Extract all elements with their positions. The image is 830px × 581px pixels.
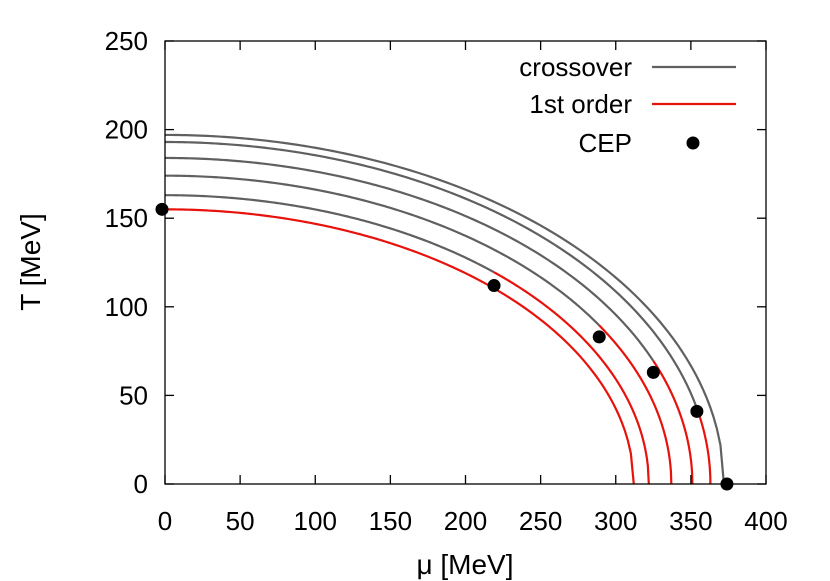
crossover-curve	[164, 140, 698, 409]
legend-point-swatch	[686, 136, 700, 150]
curves	[164, 133, 726, 485]
x-tick-label: 50	[226, 506, 255, 536]
cep-point	[592, 330, 606, 344]
x-tick-label: 300	[594, 506, 637, 536]
cep-point	[690, 404, 704, 418]
x-tick-label: 150	[369, 506, 412, 536]
first-order-curve	[164, 208, 635, 485]
legend-label: 1st order	[529, 89, 632, 119]
y-tick-label: 0	[134, 469, 148, 499]
x-tick-label: 0	[158, 506, 172, 536]
y-tick-label: 50	[119, 380, 148, 410]
crossover-curve	[164, 174, 600, 327]
y-tick-label: 150	[105, 203, 148, 233]
x-tick-label: 100	[294, 506, 337, 536]
cep-point	[487, 279, 501, 293]
x-tick-label: 400	[744, 506, 787, 536]
x-tick-label: 200	[444, 506, 487, 536]
y-tick-label: 100	[105, 292, 148, 322]
cep-points	[155, 202, 734, 491]
y-tick-label: 200	[105, 115, 148, 145]
first-order-curve	[695, 407, 712, 485]
legend-label: crossover	[519, 52, 632, 82]
cep-point	[646, 365, 660, 379]
x-tick-label: 350	[669, 506, 712, 536]
crossover-curve	[164, 194, 495, 274]
crossover-curve	[165, 133, 726, 485]
x-axis-ticks: 0 50 100 150 200 250 300 350 400	[158, 41, 788, 536]
crossover-curve	[164, 156, 655, 362]
y-axis-label: T [MeV]	[15, 213, 46, 311]
plot-frame	[164, 40, 767, 485]
cep-point	[155, 202, 169, 216]
y-axis-ticks: 0 50 100 150 200 250	[105, 26, 766, 499]
x-axis-label: μ [MeV]	[416, 549, 513, 580]
legend-label: CEP	[579, 128, 632, 158]
first-order-curve	[493, 271, 650, 485]
y-tick-label: 250	[105, 26, 148, 56]
first-order-curve	[598, 324, 673, 485]
x-tick-label: 250	[519, 506, 562, 536]
first-order-curve	[652, 360, 694, 485]
legend: crossover 1st order CEP	[519, 52, 736, 158]
